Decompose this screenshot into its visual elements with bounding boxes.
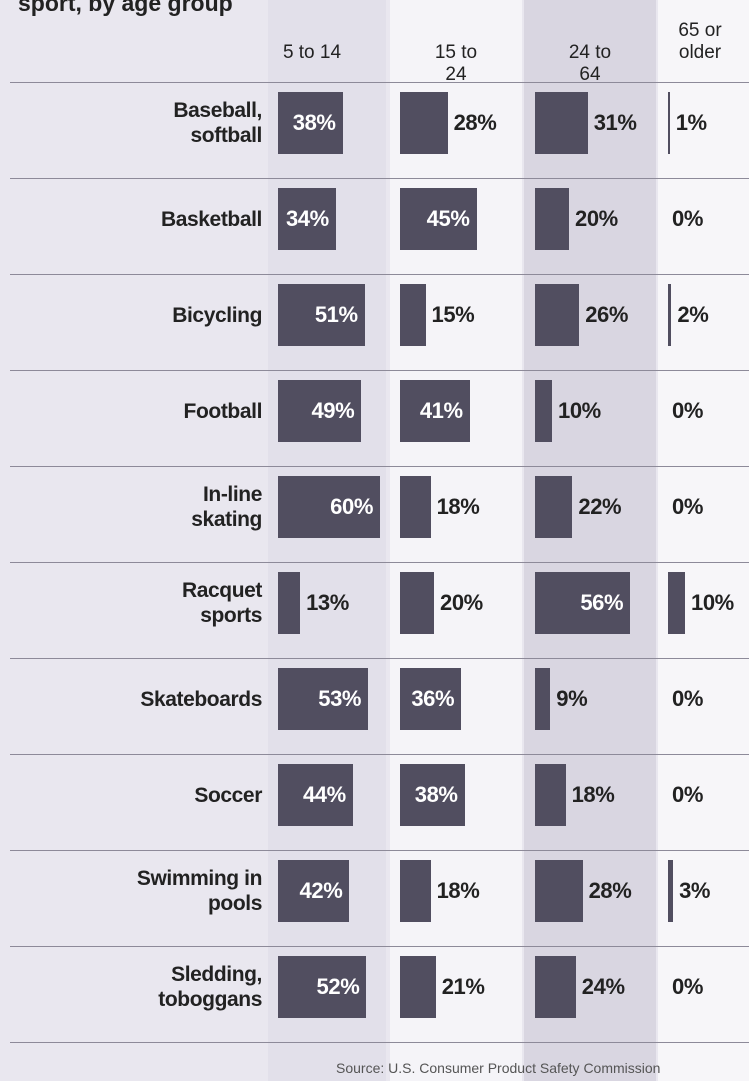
value-label: 38% — [278, 92, 336, 154]
value-label: 3% — [679, 860, 710, 922]
value-label: 0% — [672, 380, 703, 442]
value-label: 0% — [672, 668, 703, 730]
row-divider — [10, 274, 749, 275]
bar — [535, 284, 579, 346]
bar — [535, 860, 583, 922]
category-label: Soccer — [0, 764, 262, 826]
bar — [668, 92, 670, 154]
bar — [535, 764, 566, 826]
row-divider — [10, 562, 749, 563]
source-note: Source: U.S. Consumer Product Safety Com… — [336, 1060, 660, 1076]
row-divider — [10, 370, 749, 371]
row-divider — [10, 946, 749, 947]
value-label: 9% — [556, 668, 587, 730]
value-label: 28% — [589, 860, 632, 922]
value-label: 1% — [676, 92, 707, 154]
value-label: 49% — [278, 380, 354, 442]
category-text: Basketball — [161, 207, 262, 232]
category-text: Bicycling — [172, 303, 262, 328]
column-header: 5 to 14 — [272, 42, 352, 64]
bar — [535, 188, 569, 250]
bar — [535, 380, 552, 442]
value-label: 2% — [677, 284, 708, 346]
value-label: 31% — [594, 92, 637, 154]
value-label: 34% — [278, 188, 329, 250]
value-label: 18% — [572, 764, 615, 826]
chart-title: sport, by age group — [18, 0, 233, 17]
bar — [400, 284, 426, 346]
value-label: 41% — [400, 380, 463, 442]
category-label: Baseball, softball — [0, 92, 262, 154]
category-text: Skateboards — [140, 687, 262, 712]
value-label: 42% — [278, 860, 342, 922]
category-label: Football — [0, 380, 262, 442]
row-divider — [10, 82, 749, 83]
value-label: 20% — [575, 188, 618, 250]
value-label: 0% — [672, 188, 703, 250]
value-label: 0% — [672, 956, 703, 1018]
value-label: 13% — [306, 572, 349, 634]
value-label: 45% — [400, 188, 470, 250]
value-label: 44% — [278, 764, 346, 826]
value-label: 53% — [278, 668, 361, 730]
category-text: Baseball, softball — [134, 98, 262, 148]
row-divider — [10, 1042, 749, 1043]
value-label: 56% — [535, 572, 623, 634]
value-label: 51% — [278, 284, 358, 346]
category-label: Sledding, toboggans — [0, 956, 262, 1018]
value-label: 18% — [437, 476, 480, 538]
value-label: 26% — [585, 284, 628, 346]
bar — [535, 92, 588, 154]
column-header: 24 to 64 — [550, 42, 630, 86]
value-label: 22% — [578, 476, 621, 538]
category-label: Basketball — [0, 188, 262, 250]
category-text: Swimming in pools — [134, 866, 262, 916]
category-text: Football — [184, 399, 262, 424]
bar — [668, 860, 673, 922]
row-divider — [10, 754, 749, 755]
value-label: 28% — [454, 92, 497, 154]
bar — [535, 668, 550, 730]
category-text: Racquet sports — [134, 578, 262, 628]
category-text: Soccer — [194, 783, 262, 808]
value-label: 10% — [558, 380, 601, 442]
bar — [400, 476, 431, 538]
column-header: 65 or older — [660, 20, 740, 64]
row-divider — [10, 466, 749, 467]
value-label: 20% — [440, 572, 483, 634]
value-label: 15% — [432, 284, 475, 346]
bar — [400, 572, 434, 634]
bar — [400, 860, 431, 922]
category-label: Swimming in pools — [0, 860, 262, 922]
value-label: 60% — [278, 476, 373, 538]
category-label: Bicycling — [0, 284, 262, 346]
bar — [535, 476, 572, 538]
value-label: 0% — [672, 476, 703, 538]
value-label: 10% — [691, 572, 734, 634]
bar — [400, 92, 448, 154]
bar — [668, 572, 685, 634]
row-divider — [10, 178, 749, 179]
value-label: 21% — [442, 956, 485, 1018]
value-label: 52% — [278, 956, 359, 1018]
value-label: 36% — [400, 668, 454, 730]
value-label: 38% — [400, 764, 458, 826]
category-text: Sledding, toboggans — [134, 962, 262, 1012]
chart: sport, by age group 5 to 14 15 to 24 24 to… — [0, 0, 749, 1081]
category-text: In-line skating — [134, 482, 262, 532]
bar — [278, 572, 300, 634]
row-divider — [10, 850, 749, 851]
category-label: In-line skating — [0, 476, 262, 538]
value-label: 18% — [437, 860, 480, 922]
row-divider — [10, 658, 749, 659]
value-label: 0% — [672, 764, 703, 826]
category-label: Skateboards — [0, 668, 262, 730]
bar — [535, 956, 576, 1018]
column-header: 15 to 24 — [416, 42, 496, 86]
value-label: 24% — [582, 956, 625, 1018]
bar — [400, 956, 436, 1018]
category-label: Racquet sports — [0, 572, 262, 634]
bar — [668, 284, 671, 346]
